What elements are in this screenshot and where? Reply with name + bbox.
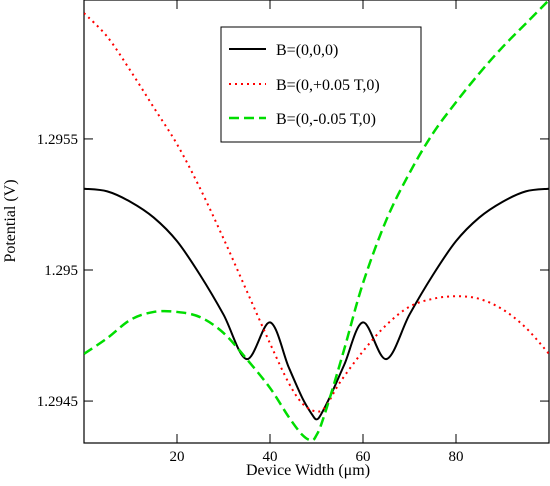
y-tick-label: 1.2945 (37, 394, 78, 410)
legend: B=(0,0,0) B=(0,+0.05 T,0) B=(0,-0.05 T,0… (220, 26, 422, 143)
series-line-0 (84, 187, 549, 421)
plot-frame (83, 0, 550, 444)
x-tick-label: 20 (170, 449, 185, 465)
y-tick-label: 1.295 (44, 263, 78, 279)
x-axis: 20 40 60 80 (170, 0, 464, 465)
y-axis-title: Potential (V) (2, 179, 19, 262)
legend-label-0: B=(0,0,0) (276, 42, 338, 59)
x-tick-label: 40 (263, 449, 278, 465)
legend-label-2: B=(0,-0.05 T,0) (276, 111, 376, 128)
y-axis: 1.2945 1.295 1.2955 (37, 132, 549, 410)
series-layer (84, 0, 549, 442)
y-tick-label: 1.2955 (37, 132, 78, 148)
legend-label-1: B=(0,+0.05 T,0) (276, 77, 380, 94)
series-line-2 (84, 0, 549, 442)
x-tick-label: 60 (356, 449, 371, 465)
x-tick-label: 80 (449, 449, 464, 465)
x-axis-title: Device Width (μm) (246, 462, 370, 479)
